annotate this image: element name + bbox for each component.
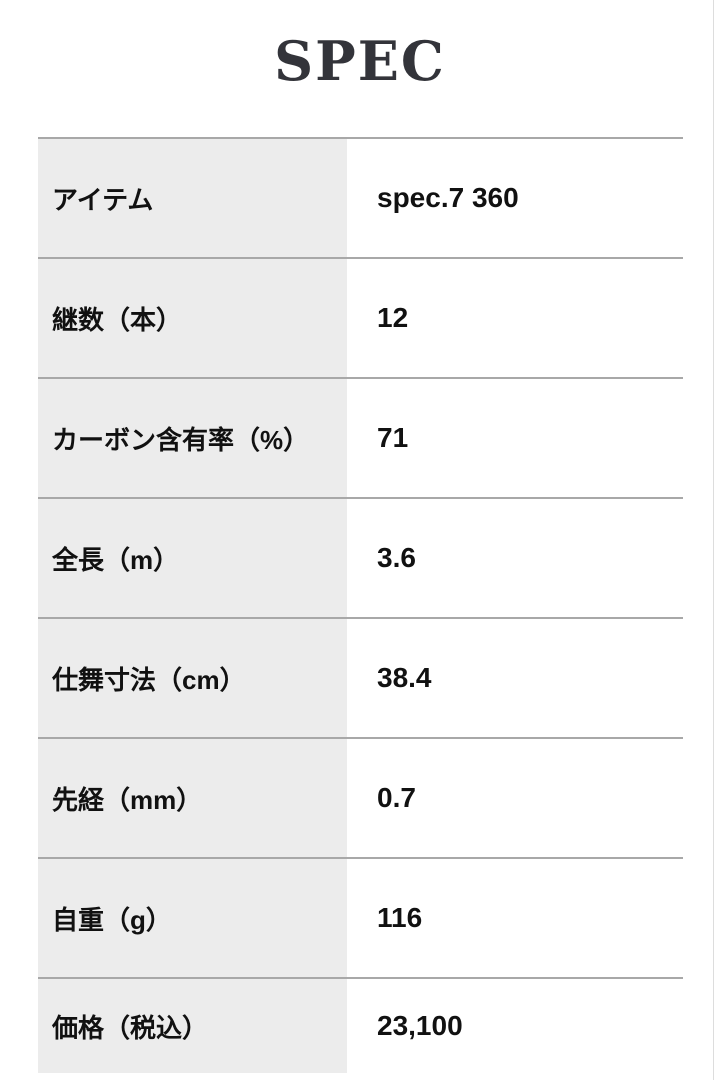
spec-value: 116 <box>347 857 683 978</box>
spec-value: 3.6 <box>347 497 683 618</box>
spec-value: 71 <box>347 377 683 498</box>
spec-row: 先経（mm） 0.7 <box>38 737 683 858</box>
spec-value: spec.7 360 <box>347 137 683 258</box>
spec-label: 仕舞寸法（cm） <box>38 617 347 738</box>
spec-label: 先経（mm） <box>38 737 347 858</box>
spec-table: アイテム spec.7 360 継数（本） 12 カーボン含有率（%） 71 全長（m） 3.… <box>38 137 683 1073</box>
spec-row: 仕舞寸法（cm） 38.4 <box>38 617 683 738</box>
spec-table-body: アイテム spec.7 360 継数（本） 12 カーボン含有率（%） 71 全長（m） 3.… <box>38 137 683 1073</box>
spec-row: 全長（m） 3.6 <box>38 497 683 618</box>
spec-value: 12 <box>347 257 683 378</box>
spec-row: カーボン含有率（%） 71 <box>38 377 683 498</box>
page-edge-divider <box>713 0 714 1080</box>
spec-label: カーボン含有率（%） <box>38 377 347 498</box>
spec-row: 価格（税込） 23,100 <box>38 977 683 1073</box>
spec-value: 23,100 <box>347 977 683 1073</box>
spec-label: 自重（g） <box>38 857 347 978</box>
spec-label: 全長（m） <box>38 497 347 618</box>
spec-row: アイテム spec.7 360 <box>38 137 683 258</box>
spec-label: アイテム <box>38 137 347 258</box>
spec-row: 継数（本） 12 <box>38 257 683 378</box>
spec-label: 価格（税込） <box>38 977 347 1073</box>
spec-value: 0.7 <box>347 737 683 858</box>
spec-label: 継数（本） <box>38 257 347 378</box>
spec-row: 自重（g） 116 <box>38 857 683 978</box>
spec-value: 38.4 <box>347 617 683 738</box>
page-title: SPEC <box>274 29 446 93</box>
